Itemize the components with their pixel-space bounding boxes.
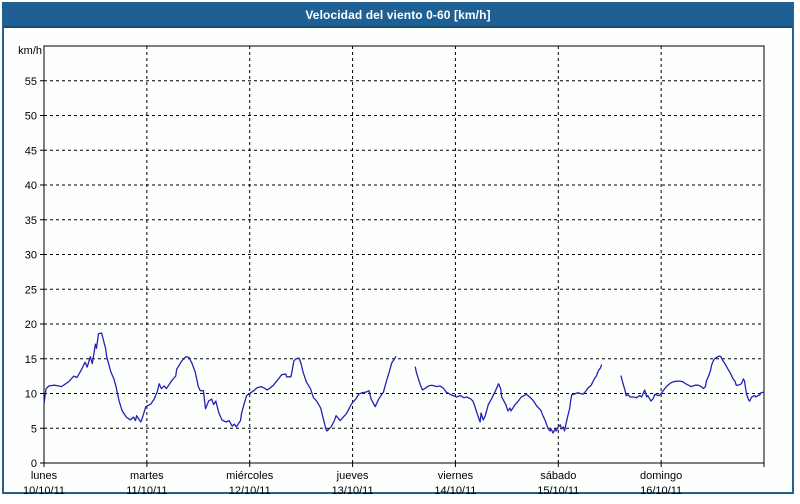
y-tick-label: 5	[31, 423, 37, 435]
y-tick-label: 30	[25, 250, 37, 262]
x-day-date-label: 14/10/11	[434, 485, 476, 497]
x-day-name-label: domingo	[640, 470, 682, 482]
window-title: Velocidad del viento 0-60 [km/h]	[305, 8, 491, 22]
y-tick-label: 35	[25, 215, 37, 227]
y-axis-unit-label: km/h	[18, 45, 42, 57]
y-tick-label: 40	[25, 180, 37, 192]
wind-speed-chart: 0 5 10 15 20 25 30 35 40 45 50 55 km/h lunes 10/10/11 m…	[18, 45, 765, 497]
y-tick-label: 20	[25, 319, 37, 331]
y-tick-label: 45	[25, 145, 37, 157]
x-day-name-label: lunes	[31, 470, 58, 482]
x-day-name-label: sábado	[540, 470, 576, 482]
y-tick-label: 15	[25, 354, 37, 366]
x-day-name-label: jueves	[336, 470, 369, 482]
x-day-date-label: 15/10/11	[537, 485, 579, 497]
wind-chart-window: Velocidad del viento 0-60 [km/h] 0 5 10 15 2…	[2, 2, 794, 497]
window-titlebar: Velocidad del viento 0-60 [km/h]	[4, 4, 792, 28]
x-day-name-label: martes	[130, 470, 164, 482]
x-day-date-label: 12/10/11	[229, 485, 271, 497]
x-day-date-label: 10/10/11	[23, 485, 65, 497]
y-tick-label: 55	[25, 76, 37, 88]
y-tick-label: 50	[25, 111, 37, 123]
x-day-name-label: viernes	[438, 470, 474, 482]
wind-speed-line	[43, 332, 397, 432]
wind-speed-line	[414, 364, 603, 434]
x-day-date-label: 16/10/11	[640, 485, 682, 497]
x-day-name-label: miércoles	[226, 470, 274, 482]
y-tick-label: 25	[25, 284, 37, 296]
x-day-date-label: 11/10/11	[126, 485, 167, 497]
y-tick-label: 0	[31, 458, 37, 470]
y-tick-label: 10	[25, 389, 37, 401]
wind-speed-line	[620, 355, 765, 402]
x-day-date-label: 13/10/11	[332, 485, 374, 497]
